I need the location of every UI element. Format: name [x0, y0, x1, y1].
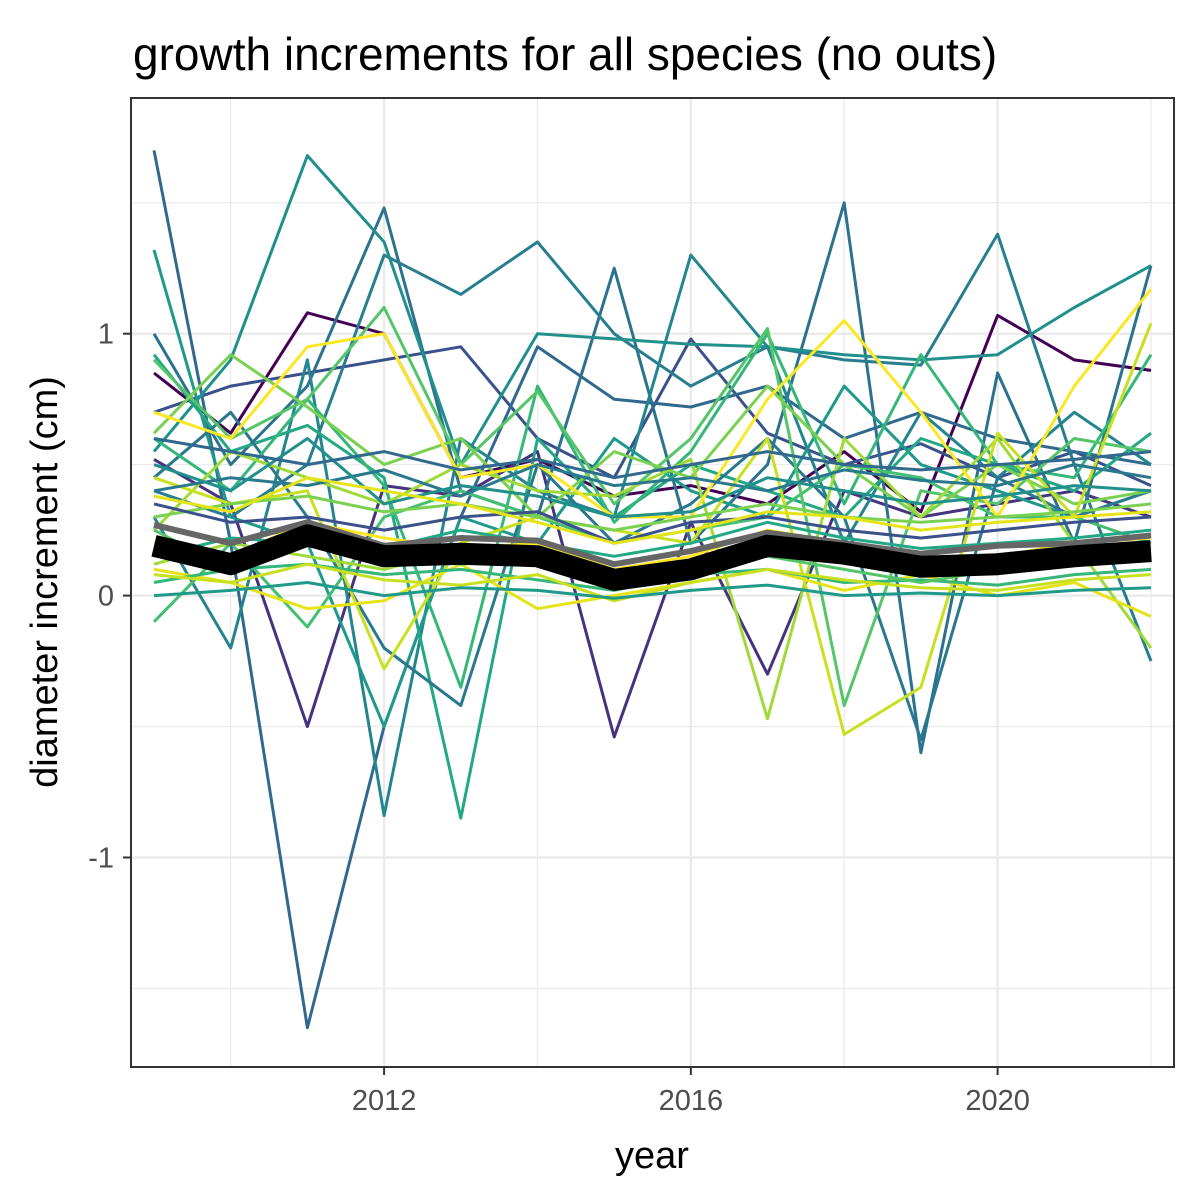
x-tick-label: 2016 — [659, 1085, 724, 1117]
series-line — [153, 450, 1152, 739]
summary-group — [151, 519, 1152, 591]
y-tick-label: 1 — [98, 319, 114, 351]
y-tick-label: 0 — [98, 581, 114, 613]
series-line — [152, 353, 1152, 820]
axis-ticks: 2012 2016 2020 -1 0 1 — [88, 319, 1030, 1117]
summary-line-gray — [153, 519, 1152, 568]
series-line — [153, 437, 1152, 480]
series-line — [153, 494, 1152, 532]
y-tick-label: -1 — [88, 842, 114, 874]
series-line — [153, 463, 1152, 498]
series-line — [153, 562, 1152, 603]
series-line — [153, 581, 1152, 600]
x-axis-title: year — [615, 1135, 689, 1177]
series-line — [153, 288, 1153, 519]
plot-panel-border — [130, 97, 1175, 1068]
y-axis-title: diameter increment (cm) — [24, 376, 66, 788]
x-tick-label: 2012 — [352, 1085, 417, 1117]
series-line — [153, 476, 1152, 545]
chart-title: growth increments for all species (no ou… — [133, 28, 997, 80]
series-line — [153, 332, 1153, 689]
x-tick-label: 2020 — [965, 1085, 1030, 1117]
series-line — [153, 437, 1152, 519]
series-line — [152, 201, 1153, 755]
summary-line-black — [151, 524, 1152, 591]
series-line — [152, 154, 1152, 467]
series-line — [153, 502, 1152, 545]
series-line — [153, 562, 1152, 618]
